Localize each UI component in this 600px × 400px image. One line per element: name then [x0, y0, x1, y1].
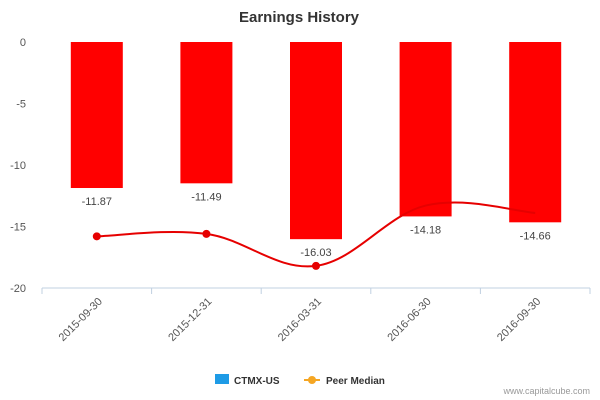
- data-labels-group: -11.87 -11.49 -16.03 -14.18 -14.66: [82, 191, 551, 259]
- y-tick-label: -10: [10, 160, 26, 172]
- bar-data-label: -11.49: [191, 191, 221, 203]
- legend-swatch-ctmx: [215, 374, 229, 384]
- y-axis: 0 -5 -10 -15 -20: [10, 37, 26, 295]
- x-axis: 2015-09-30 2015-12-31 2016-03-31 2016-06-30…: [41, 287, 591, 344]
- bar-data-label: -11.87: [82, 196, 112, 208]
- bar-data-label: -14.66: [520, 230, 551, 242]
- bar: [180, 42, 233, 184]
- legend[interactable]: CTMX-US Peer Median: [215, 374, 385, 387]
- bars-group: [70, 42, 562, 240]
- bar: [399, 42, 452, 217]
- bar-data-label: -16.03: [300, 247, 331, 259]
- y-tick-label: -15: [10, 222, 26, 234]
- legend-dot-peer: [308, 376, 316, 384]
- y-tick-label: -5: [16, 99, 26, 111]
- bar: [70, 42, 123, 189]
- y-tick-label: -20: [10, 283, 26, 295]
- bar: [509, 42, 562, 223]
- peer-median-point: [202, 229, 211, 238]
- peer-median-line-group: [92, 201, 536, 270]
- peer-median-point: [92, 232, 101, 241]
- bar: [290, 42, 342, 240]
- y-tick-label: 0: [20, 37, 26, 49]
- chart-title: Earnings History: [239, 9, 360, 26]
- legend-label-peer: Peer Median: [326, 376, 385, 387]
- x-tick-label: 2015-09-30: [57, 296, 105, 344]
- peer-median-point: [312, 261, 320, 270]
- legend-label-ctmx: CTMX-US: [234, 376, 280, 387]
- bar-data-label: -14.18: [410, 224, 441, 236]
- x-tick-label: 2016-03-31: [276, 296, 324, 344]
- x-tick-label: 2016-09-30: [495, 296, 543, 344]
- credit-text: www.capitalcube.com: [502, 386, 590, 396]
- x-tick-label: 2016-06-30: [385, 296, 433, 344]
- x-tick-label: 2015-12-31: [166, 296, 214, 344]
